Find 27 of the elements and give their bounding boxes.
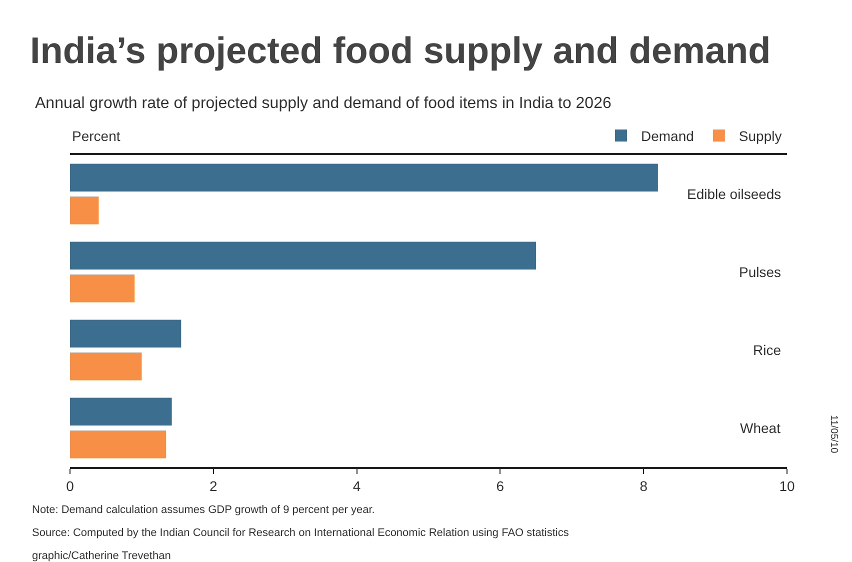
bar — [70, 398, 172, 426]
y-tick-label: Edible oilseeds — [687, 186, 782, 202]
bar — [70, 196, 99, 224]
y-tick-label: Pulses — [739, 264, 782, 280]
source-note: Source: Computed by the Indian Council for Research on International Economic Relation using FAO statistics — [32, 527, 570, 539]
y-tick-label: Wheat — [740, 420, 781, 436]
bar — [70, 430, 166, 458]
text: Note: Demand calculation assumes GDP growth of 9 percent per year. — [32, 504, 375, 516]
bar — [70, 164, 658, 192]
text: 11/05/10 — [828, 415, 839, 454]
bar — [70, 242, 536, 270]
x-tick-label: 2 — [210, 478, 218, 494]
chart-title: India’s projected food supply and demand — [30, 30, 771, 71]
x-tick-label: 4 — [352, 478, 361, 494]
text: graphic/Catherine Trevethan — [32, 550, 171, 562]
y-tick-label: Rice — [753, 342, 782, 358]
chart-subtitle: Annual growth rate of projected supply and demand of food items in India to 2026 — [35, 95, 612, 112]
x-axis-title: Percent — [72, 128, 120, 144]
bar — [70, 320, 182, 348]
bar — [70, 274, 135, 302]
legend-label: Demand — [641, 128, 694, 144]
x-tick-label: 8 — [640, 478, 648, 494]
x-tick-label: 10 — [779, 478, 795, 494]
x-tick-label: 6 — [496, 478, 504, 494]
legend-label: Supply — [738, 128, 782, 144]
bar — [70, 352, 142, 380]
x-tick-label: 0 — [66, 478, 74, 494]
